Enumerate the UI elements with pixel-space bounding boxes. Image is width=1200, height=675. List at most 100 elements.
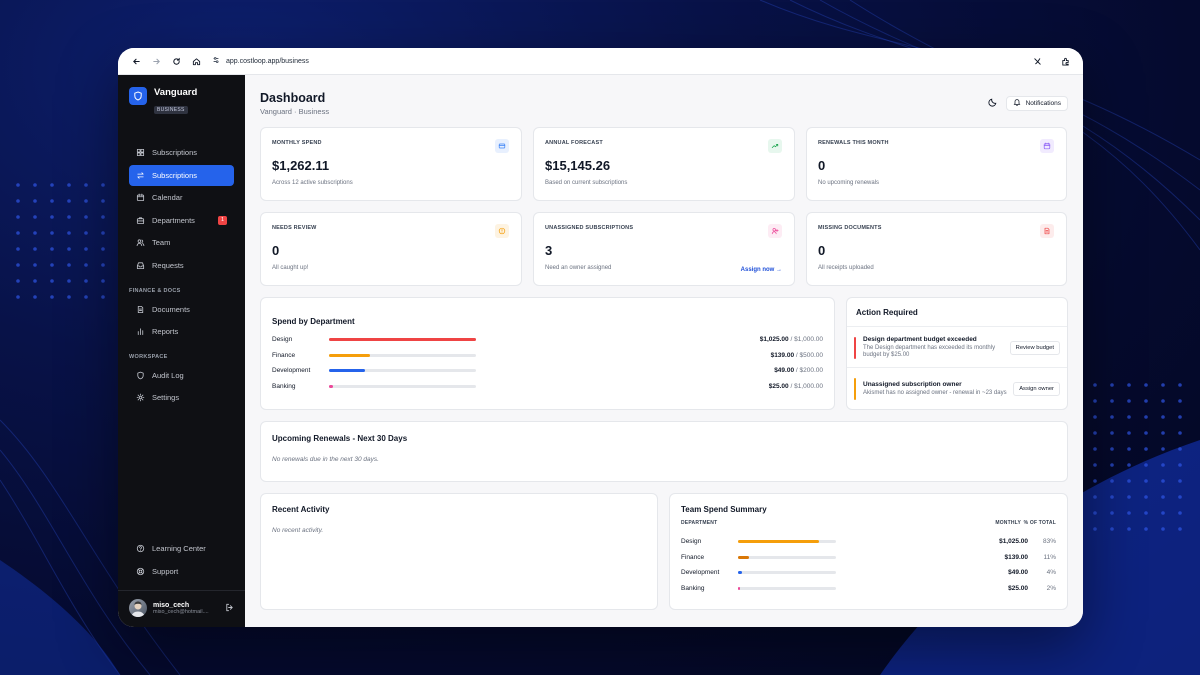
home-icon[interactable] — [186, 51, 206, 71]
stat-label: NEEDS REVIEW — [272, 225, 317, 231]
stat-note: Based on current subscriptions — [545, 180, 628, 186]
budget-bar-fill — [329, 353, 370, 357]
severity-indicator — [854, 336, 856, 359]
department-row-design: Design $1,025.00 / $1,000.00 — [272, 332, 823, 348]
monthly-amount: $139.00 — [1004, 553, 1029, 561]
stat-note: Need an owner assigned — [545, 265, 612, 271]
assign-now-link[interactable]: Assign now → — [740, 267, 782, 273]
budget-bar-track — [329, 338, 476, 342]
bar-chart-icon — [136, 327, 145, 336]
share-bar-fill — [738, 555, 749, 559]
team-row-design: Design $1,025.00 83% — [681, 534, 1056, 550]
share-bar-track — [738, 540, 836, 544]
user-profile[interactable]: miso_cech miso_cech@hotmail.... — [118, 590, 245, 617]
upcoming-renewals-title: Upcoming Renewals - Next 30 Days — [272, 434, 408, 443]
breadcrumb: Vanguard · Business — [260, 107, 330, 116]
plan-badge: BUSINESS — [154, 106, 188, 114]
department-row-banking: Banking $25.00 / $1,000.00 — [272, 379, 823, 395]
stat-value: 0 — [818, 158, 826, 173]
url-text[interactable]: app.costloop.app/business — [226, 57, 309, 65]
action-title: Design department budget exceeded — [863, 335, 977, 343]
action-description: The Design department has exceeded its m… — [863, 344, 996, 359]
share-bar-track — [738, 555, 836, 559]
main-content: Dashboard Vanguard · Business Notificati… — [245, 75, 1083, 627]
monthly-amount: $1,025.00 — [999, 538, 1028, 546]
sidebar-item-label: Subscriptions — [152, 170, 198, 180]
reload-icon[interactable] — [166, 51, 186, 71]
team-row-development: Development $49.00 4% — [681, 565, 1056, 581]
bell-icon — [1013, 98, 1021, 108]
sidebar-item-audit-log[interactable]: Audit Log — [129, 365, 234, 386]
browser-toolbar: app.costloop.app/business — [118, 48, 1083, 75]
sidebar-item-support[interactable]: Support — [129, 561, 234, 582]
percent-of-total: 4% — [1046, 569, 1056, 577]
sidebar-item-calendar[interactable]: Calendar — [129, 187, 234, 208]
sidebar-item-label: Learning Center — [152, 544, 206, 554]
stat-note: All receipts uploaded — [818, 265, 874, 271]
forward-icon[interactable] — [146, 51, 166, 71]
back-icon[interactable] — [126, 51, 146, 71]
stat-label: RENEWALS THIS MONTH — [818, 140, 889, 146]
logout-icon[interactable] — [225, 599, 234, 617]
sidebar-item-requests[interactable]: Requests — [129, 255, 234, 276]
budget-value: / $200.00 — [795, 367, 823, 375]
alert-circle-icon — [495, 224, 509, 238]
stat-card-monthly-spend: MONTHLY SPEND $1,262.11 Across 12 active s… — [260, 127, 522, 201]
budget-bar-fill — [329, 338, 476, 342]
team-row-finance: Finance $139.00 11% — [681, 550, 1056, 566]
stat-label: ANNUAL FORECAST — [545, 140, 603, 146]
stat-value: $1,262.11 — [272, 158, 330, 173]
budget-bar-track — [329, 369, 476, 373]
sidebar-item-subscriptions[interactable]: Subscriptions — [129, 142, 234, 163]
stat-card-unassigned-subscriptions: UNASSIGNED SUBSCRIPTIONS 3 Need an owner a… — [533, 212, 795, 286]
address-bar[interactable]: app.costloop.app/business — [212, 56, 1027, 66]
review-budget-button[interactable]: Review budget — [1009, 340, 1060, 355]
assign-owner-button[interactable]: Assign owner — [1013, 382, 1060, 396]
calendar-icon — [1040, 139, 1054, 153]
users-icon — [136, 238, 145, 247]
inbox-icon — [136, 261, 145, 270]
sidebar-item-settings[interactable]: Settings — [129, 387, 234, 408]
site-settings-icon[interactable] — [212, 56, 220, 66]
sidebar-item-reports[interactable]: Reports — [129, 321, 234, 342]
team-row-banking: Banking $25.00 2% — [681, 581, 1056, 597]
theme-toggle-moon-icon[interactable] — [988, 94, 998, 112]
swap-icon — [136, 171, 145, 180]
sidebar-item-documents[interactable]: Documents — [129, 299, 234, 320]
brand[interactable]: Vanguard BUSINESS — [129, 87, 234, 116]
share-bar-track — [738, 571, 836, 575]
briefcase-icon — [136, 216, 145, 225]
finance-section-label: FINANCE & DOCS — [129, 287, 181, 294]
monthly-amount: $49.00 — [1008, 569, 1028, 577]
sidebar-item-departments[interactable]: Departments 1 — [129, 210, 234, 231]
sidebar-item-label: Subscriptions — [152, 148, 198, 157]
support-icon — [136, 567, 145, 576]
gear-icon — [136, 393, 145, 402]
sidebar-item-subscriptions[interactable]: Subscriptions — [129, 164, 234, 186]
notifications-label: Notifications — [1025, 99, 1061, 107]
amount-value: $1,025.00 — [759, 336, 789, 344]
sidebar-item-label: Audit Log — [152, 370, 184, 380]
stats-grid: MONTHLY SPEND $1,262.11 Across 12 active s… — [260, 127, 1068, 286]
user-email: miso_cech@hotmail.... — [153, 608, 209, 615]
sidebar-item-label: Settings — [152, 393, 180, 403]
sidebar-item-label: Calendar — [152, 193, 183, 203]
stat-note: No upcoming renewals — [818, 180, 880, 186]
sidebar-item-label: Support — [152, 567, 179, 576]
share-bar-fill — [738, 571, 742, 575]
action-description: Akismet has no assigned owner - renewal … — [863, 389, 1007, 396]
action-required-title: Action Required — [847, 298, 1067, 327]
department-amount: $1,025.00 / $1,000.00 — [760, 336, 823, 343]
notifications-button[interactable]: Notifications — [1005, 95, 1068, 111]
trend-up-icon — [768, 139, 782, 153]
shield-icon — [136, 371, 145, 380]
renewals-empty-message: No renewals due in the next 30 days. — [272, 456, 379, 463]
sidebar-item-learning-center[interactable]: Learning Center — [129, 538, 234, 559]
file-icon — [1040, 224, 1054, 238]
sidebar-item-team[interactable]: Team — [129, 232, 234, 253]
tracker-blocked-icon[interactable] — [1027, 51, 1047, 71]
stat-value: 3 — [545, 243, 553, 258]
extensions-icon[interactable] — [1055, 51, 1075, 71]
department-row-finance: Finance $139.00 / $500.00 — [272, 348, 823, 364]
stat-card-renewals-this-month: RENEWALS THIS MONTH 0 No upcoming renewals — [806, 127, 1067, 201]
